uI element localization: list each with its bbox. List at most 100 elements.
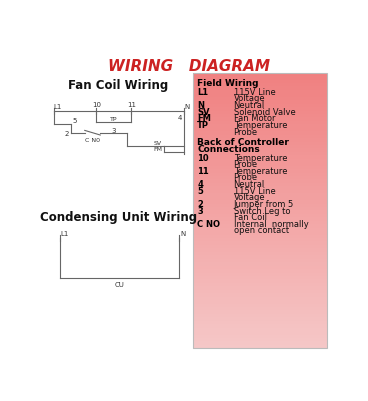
- Bar: [193, 194, 326, 198]
- Text: C N0: C N0: [85, 137, 100, 142]
- Text: Voltage: Voltage: [234, 192, 265, 201]
- Bar: [193, 118, 326, 122]
- Bar: [193, 115, 326, 119]
- Bar: [193, 338, 326, 342]
- Bar: [193, 73, 326, 77]
- Bar: [193, 87, 326, 91]
- Bar: [193, 108, 326, 111]
- Bar: [193, 139, 326, 143]
- Bar: [193, 231, 326, 235]
- Text: Voltage: Voltage: [234, 93, 265, 102]
- Bar: [193, 84, 326, 87]
- Text: Fan Coil: Fan Coil: [234, 213, 266, 221]
- Bar: [193, 149, 326, 153]
- Bar: [193, 135, 326, 139]
- Text: TP: TP: [197, 121, 209, 130]
- Bar: [193, 273, 326, 277]
- Text: Probe: Probe: [234, 172, 258, 182]
- Text: Jumper from 5: Jumper from 5: [234, 199, 294, 209]
- Bar: [193, 314, 326, 318]
- Bar: [193, 221, 326, 225]
- Bar: [193, 132, 326, 136]
- Text: 3: 3: [112, 128, 116, 134]
- Bar: [193, 128, 326, 132]
- Bar: [193, 94, 326, 98]
- Bar: [193, 300, 326, 304]
- Text: Neutral: Neutral: [234, 180, 265, 188]
- Text: Internal  normally: Internal normally: [234, 219, 308, 229]
- Bar: [193, 163, 326, 167]
- Bar: [193, 266, 326, 270]
- Bar: [193, 146, 326, 150]
- Bar: [193, 255, 326, 259]
- Text: Fan Coil Wiring: Fan Coil Wiring: [68, 79, 168, 92]
- Text: Field Wiring: Field Wiring: [197, 79, 259, 88]
- Text: L1: L1: [60, 230, 68, 236]
- Bar: [193, 318, 326, 321]
- Text: Probe: Probe: [234, 160, 258, 168]
- Bar: [193, 280, 326, 284]
- Text: SV: SV: [154, 141, 162, 146]
- Bar: [193, 122, 326, 126]
- Bar: [193, 324, 326, 328]
- Text: 4: 4: [178, 115, 183, 121]
- Bar: [193, 290, 326, 294]
- Text: 5: 5: [197, 186, 203, 195]
- Text: SV: SV: [197, 107, 210, 116]
- Bar: [193, 125, 326, 129]
- Bar: [193, 190, 326, 194]
- Bar: [193, 207, 326, 211]
- Bar: [193, 259, 326, 263]
- Bar: [193, 328, 326, 332]
- Text: FM: FM: [153, 147, 162, 152]
- Bar: [193, 225, 326, 229]
- Bar: [193, 142, 326, 146]
- Text: Temperature: Temperature: [234, 153, 287, 162]
- Bar: [193, 345, 326, 349]
- Bar: [193, 73, 326, 348]
- Text: 10: 10: [92, 101, 101, 107]
- Text: C NO: C NO: [197, 219, 220, 229]
- Bar: [193, 242, 326, 246]
- Bar: [193, 245, 326, 249]
- Bar: [193, 294, 326, 297]
- Text: 2: 2: [65, 130, 69, 136]
- Bar: [193, 200, 326, 205]
- Text: N: N: [185, 103, 190, 109]
- Bar: [193, 307, 326, 311]
- Text: Back of Controller: Back of Controller: [197, 138, 289, 147]
- Text: 5: 5: [72, 118, 77, 124]
- Text: WIRING   DIAGRAM: WIRING DIAGRAM: [107, 59, 270, 74]
- Bar: [193, 211, 326, 215]
- Bar: [193, 263, 326, 266]
- Bar: [193, 304, 326, 308]
- Bar: [193, 111, 326, 115]
- Text: FM: FM: [197, 114, 211, 123]
- Bar: [193, 276, 326, 280]
- Bar: [193, 170, 326, 174]
- Bar: [193, 104, 326, 108]
- Text: 3: 3: [197, 207, 203, 215]
- Text: N: N: [180, 230, 185, 236]
- Bar: [193, 342, 326, 345]
- Bar: [193, 80, 326, 84]
- Bar: [193, 166, 326, 170]
- Text: Probe: Probe: [234, 127, 258, 136]
- Bar: [193, 159, 326, 163]
- Bar: [193, 239, 326, 242]
- Bar: [193, 183, 326, 187]
- Bar: [193, 331, 326, 335]
- Bar: [193, 321, 326, 325]
- Bar: [193, 197, 326, 201]
- Bar: [193, 269, 326, 273]
- Text: 2: 2: [197, 199, 203, 209]
- Text: Connections: Connections: [197, 145, 260, 154]
- Text: 115V Line: 115V Line: [234, 186, 275, 195]
- Text: Solenoid Valve: Solenoid Valve: [234, 107, 295, 116]
- Bar: [193, 187, 326, 191]
- Text: Condensing Unit Wiring: Condensing Unit Wiring: [39, 211, 197, 224]
- Bar: [193, 228, 326, 232]
- Bar: [193, 91, 326, 95]
- Text: 4: 4: [197, 180, 203, 188]
- Bar: [193, 235, 326, 239]
